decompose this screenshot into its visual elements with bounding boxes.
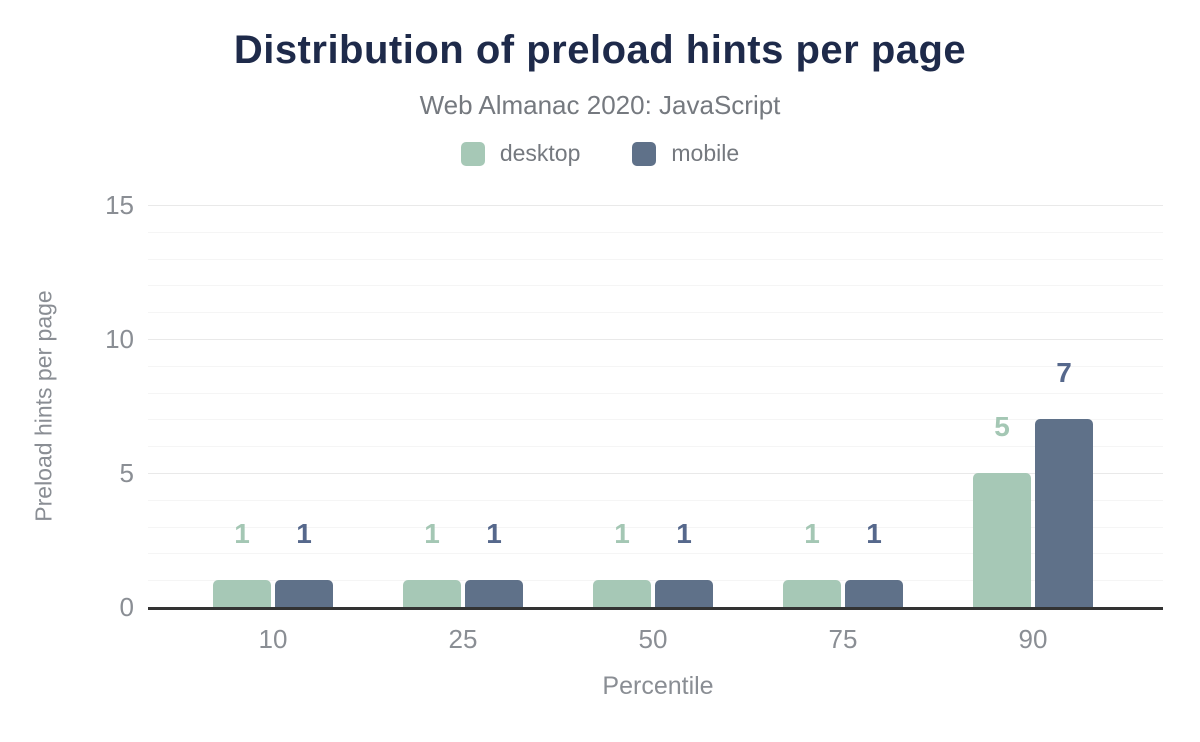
bar-value-label-desktop-p25: 1	[424, 518, 440, 550]
y-tick-10: 10	[105, 324, 134, 354]
gridline-y12	[148, 285, 1163, 287]
bar-value-label-mobile-p50: 1	[676, 518, 692, 550]
gridline-y4	[148, 499, 1163, 501]
bar-desktop-p10	[213, 580, 271, 607]
bar-value-label-desktop-p50: 1	[614, 518, 630, 550]
gridline-y9	[148, 365, 1163, 367]
bar-mobile-p50	[655, 580, 713, 607]
bar-col-mobile-p25: 1	[465, 205, 523, 607]
bar-group-p50: 1 1 50	[558, 205, 748, 654]
bar-value-label-desktop-p10: 1	[234, 518, 250, 550]
y-tick-5: 5	[119, 458, 134, 488]
y-tick-15: 15	[105, 190, 134, 220]
x-tick-90: 90	[1018, 624, 1048, 654]
x-tick-10: 10	[258, 624, 288, 654]
bar-col-mobile-p50: 1	[655, 205, 713, 607]
legend-swatch-desktop	[460, 141, 485, 166]
bar-col-mobile-p90: 7	[1035, 205, 1093, 607]
bar-mobile-p25	[465, 580, 523, 607]
bar-col-mobile-p10: 1	[275, 205, 333, 607]
bar-desktop-p50	[593, 580, 651, 607]
legend-label: desktop	[499, 140, 581, 166]
gridline-y6	[148, 446, 1163, 448]
bar-desktop-p90	[973, 473, 1031, 607]
bar-value-label-mobile-p90: 7	[1056, 357, 1072, 389]
legend-swatch-mobile	[632, 141, 657, 166]
legend-label: mobile	[671, 140, 740, 166]
plot-area: 1 1 10 1 1 25 1 1 50 1 1 75 5 7 90	[148, 205, 1163, 654]
bar-value-label-desktop-p90: 5	[994, 411, 1010, 442]
bar-mobile-p90	[1035, 419, 1093, 607]
bar-col-desktop-p10: 1	[213, 205, 271, 607]
chart-title: Distribution of preload hints per page	[233, 28, 967, 72]
bar-col-desktop-p75: 1	[783, 205, 841, 607]
gridline-y8	[148, 392, 1163, 394]
x-axis-title: Percentile	[602, 672, 714, 700]
bar-mobile-p75	[845, 580, 903, 607]
gridline-y14	[148, 231, 1163, 233]
bar-value-label-mobile-p10: 1	[296, 518, 312, 550]
x-tick-25: 25	[448, 624, 478, 654]
gridline-y10	[148, 339, 1163, 340]
bar-col-mobile-p75: 1	[845, 205, 903, 607]
bar-groups: 1 1 10 1 1 25 1 1 50 1 1 75 5 7 90	[178, 205, 1128, 654]
bar-value-label-desktop-p75: 1	[804, 518, 820, 550]
bar-mobile-p10	[275, 580, 333, 607]
bar-value-label-mobile-p25: 1	[486, 518, 502, 550]
bar-col-desktop-p90: 5	[973, 205, 1031, 607]
y-tick-0: 0	[119, 592, 134, 622]
bar-group-p90: 5 7 90	[938, 205, 1128, 654]
gridline-y11	[148, 312, 1163, 314]
bar-col-desktop-p50: 1	[593, 205, 651, 607]
bar-group-p75: 1 1 75	[748, 205, 938, 654]
bar-desktop-p75	[783, 580, 841, 607]
x-tick-50: 50	[638, 624, 668, 654]
legend: desktop mobile	[0, 140, 1200, 167]
gridline-y15	[148, 205, 1163, 206]
legend-item-mobile: mobile	[632, 140, 739, 167]
bar-col-desktop-p25: 1	[403, 205, 461, 607]
x-tick-75: 75	[828, 624, 858, 654]
gridline-y2	[148, 553, 1163, 555]
bar-value-label-mobile-p75: 1	[866, 518, 882, 550]
chart-subtitle: Web Almanac 2020: JavaScript	[419, 90, 781, 120]
bar-group-p25: 1 1 25	[368, 205, 558, 654]
gridline-y3	[148, 526, 1163, 528]
bar-desktop-p25	[403, 580, 461, 607]
bar-group-p10: 1 1 10	[178, 205, 368, 654]
gridline-y5	[148, 473, 1163, 474]
gridline-y7	[148, 419, 1163, 421]
legend-item-desktop: desktop	[460, 140, 581, 167]
gridline-y13	[148, 258, 1163, 260]
